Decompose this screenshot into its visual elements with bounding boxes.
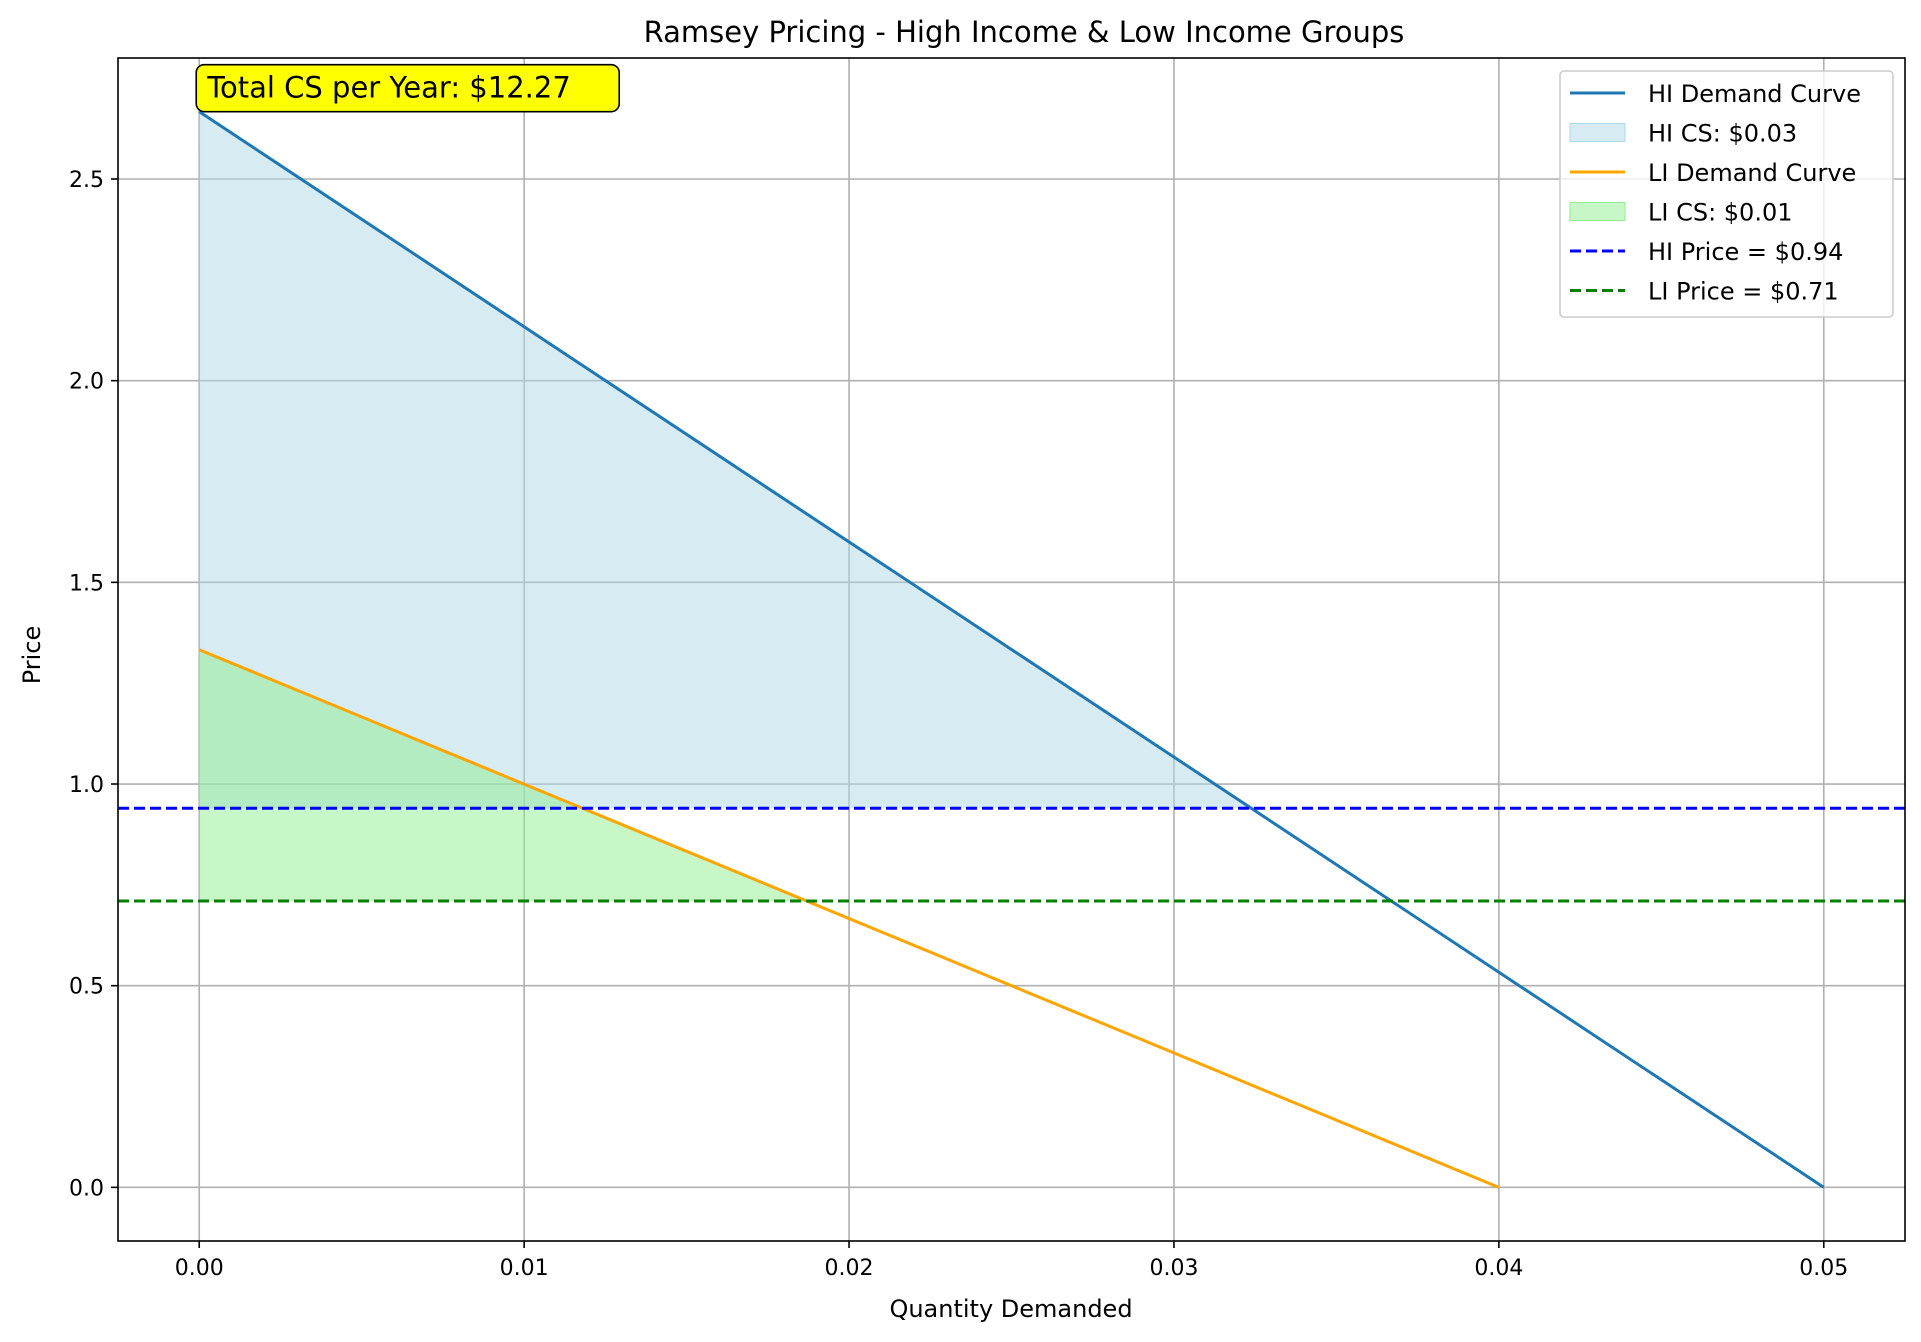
x-tick-label: 0.00 (175, 1256, 224, 1281)
x-tick-label: 0.02 (825, 1256, 874, 1281)
legend: HI Demand Curve HI CS: $0.03 LI Demand Cur… (1559, 70, 1894, 318)
legend-entry: HI Price = $0.94 (1648, 238, 1843, 266)
demand-line-hi (198, 110, 1825, 1189)
legend-entry: HI CS: $0.03 (1648, 120, 1797, 148)
y-tick-label: 2.0 (69, 370, 104, 395)
y-tick-label: 0.5 (69, 975, 104, 1000)
y-tick-label: 2.5 (69, 168, 104, 193)
demand-line-li (198, 648, 1500, 1189)
chart-title: Ramsey Pricing - High Income & Low Incom… (644, 15, 1405, 49)
annotation-box (195, 63, 621, 113)
x-axis-label: Quantity Demanded (889, 1295, 1132, 1323)
legend-entry: HI Demand Curve (1648, 80, 1861, 108)
legend-entry: LI CS: $0.01 (1648, 199, 1793, 227)
x-tick-label: 0.03 (1149, 1256, 1198, 1281)
plot-frame (117, 57, 1906, 1242)
y-axis-label: Price (18, 626, 46, 685)
y-tick-label: 1.0 (69, 773, 104, 798)
annotation-text: Total CS per Year: $12.27 (206, 71, 571, 105)
x-tick-label: 0.01 (500, 1256, 549, 1281)
x-tick-label: 0.05 (1799, 1256, 1848, 1281)
legend-box (1559, 70, 1894, 318)
x-tick-label: 0.04 (1474, 1256, 1523, 1281)
legend-entry: LI Demand Curve (1648, 159, 1856, 187)
legend-swatch (1569, 123, 1626, 142)
legend-swatch (1569, 202, 1626, 221)
legend-entry: LI Price = $0.71 (1648, 278, 1839, 306)
y-tick-label: 1.5 (69, 571, 104, 596)
y-tick-label: 0.0 (69, 1176, 104, 1201)
